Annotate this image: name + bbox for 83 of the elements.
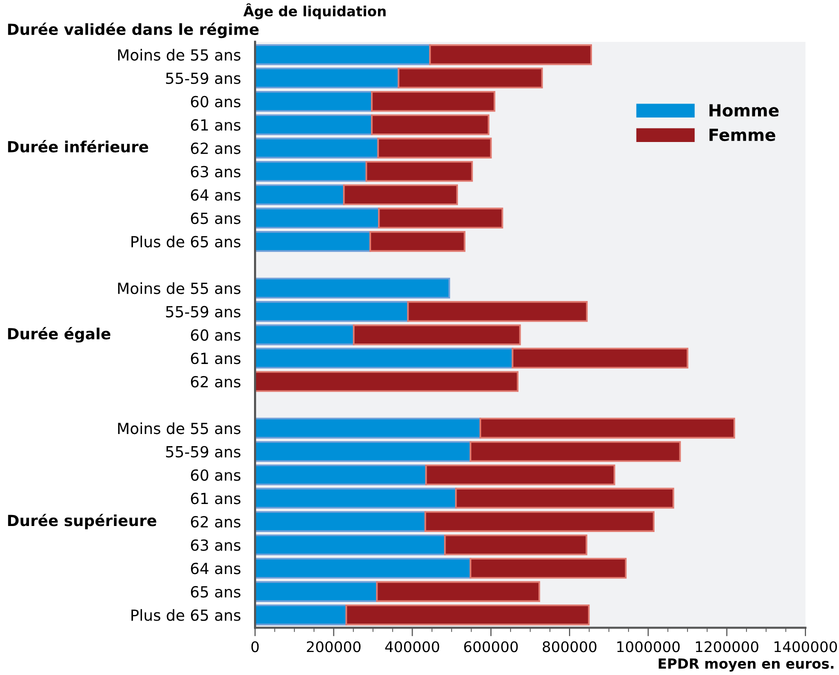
y-tick-label: Plus de 65 ans	[131, 236, 240, 248]
bar	[255, 138, 379, 158]
y-tick-label: 62 ans	[190, 516, 240, 528]
bar	[343, 184, 458, 206]
bar	[255, 604, 348, 626]
x-tick-label: 400000	[385, 641, 440, 652]
bar	[255, 348, 514, 369]
bar	[470, 558, 627, 579]
y-tick-label: Moins de 55 ans	[118, 282, 240, 294]
y-tick-label: 55-59 ans	[166, 306, 240, 318]
y-tick-label: Moins de 55 ans	[118, 422, 240, 434]
y-tick-label: 60 ans	[190, 96, 240, 108]
bar	[255, 90, 373, 112]
y-tick-label: 60 ans	[190, 329, 240, 341]
bar	[255, 581, 378, 602]
bar	[429, 44, 592, 66]
y-tick-label: 61 ans	[190, 492, 240, 504]
x-tick-label: 0	[251, 641, 259, 652]
bar	[255, 68, 400, 88]
y-tick-label: 55-59 ans	[166, 446, 240, 458]
text: Durée égale	[8, 327, 110, 343]
bar	[345, 604, 590, 626]
bar	[255, 44, 431, 66]
bar	[425, 464, 616, 486]
x-tick-label: 1200000	[696, 641, 758, 652]
bar	[255, 511, 426, 532]
bar	[365, 160, 473, 182]
y-tick-label: 61 ans	[190, 352, 240, 364]
y-tick-label: 64 ans	[190, 562, 240, 574]
x-tick-label: 1000000	[617, 641, 680, 652]
bar	[479, 418, 736, 439]
bar	[398, 68, 543, 88]
bar	[376, 581, 540, 602]
bar	[512, 348, 688, 369]
bar	[255, 324, 355, 346]
bar	[455, 488, 674, 509]
text: Durée supérieure	[8, 514, 156, 530]
bar	[255, 231, 372, 252]
legend-label: Femme	[710, 128, 776, 142]
y-axis-title: Âge de liquidation	[243, 3, 386, 20]
x-tick-label: 200000	[306, 641, 361, 652]
bar	[352, 324, 521, 346]
bar	[255, 278, 450, 299]
bar	[255, 114, 373, 136]
y-tick-label: 63 ans	[190, 539, 240, 551]
y-tick-label: 65 ans	[190, 586, 240, 598]
bar	[424, 511, 655, 532]
bar	[407, 301, 588, 322]
bar	[255, 464, 427, 486]
bar	[255, 371, 519, 392]
x-tick-label: 600000	[464, 641, 518, 652]
legend-label: Homme	[710, 104, 779, 117]
y-tick-label: 60 ans	[190, 469, 240, 481]
bar	[470, 441, 681, 462]
bar	[377, 138, 492, 158]
bar	[255, 208, 380, 228]
bar	[255, 488, 457, 509]
y-tick-label: 55-59 ans	[166, 72, 240, 84]
bar	[255, 301, 409, 322]
bar	[444, 534, 588, 556]
bar	[369, 231, 466, 252]
y-tick-label: 62 ans	[190, 376, 240, 388]
bar	[370, 90, 496, 112]
y-tick-label: 65 ans	[190, 212, 240, 224]
bar	[370, 114, 490, 136]
y-tick-label: 62 ans	[190, 142, 240, 154]
bar	[255, 534, 446, 556]
y-tick-label: 64 ans	[190, 189, 240, 201]
y-tick-label: 63 ans	[190, 166, 240, 178]
text: Durée inférieure	[8, 140, 148, 152]
y-tick-label: Moins de 55 ans	[118, 48, 240, 61]
y-tick-label: 61 ans	[190, 119, 240, 131]
x-tick-label: 800000	[542, 641, 596, 652]
y-tick-label: Plus de 65 ans	[131, 609, 240, 621]
x-tick-label: 1400000	[774, 641, 837, 652]
bar	[378, 208, 504, 228]
bar	[255, 441, 472, 462]
bar	[255, 184, 345, 206]
text: Durée validée dans le régime	[8, 22, 259, 38]
bar	[255, 418, 482, 439]
x-axis-title: EPDR moyen en euros.	[658, 658, 834, 672]
bar	[255, 558, 472, 579]
bar	[255, 160, 368, 182]
